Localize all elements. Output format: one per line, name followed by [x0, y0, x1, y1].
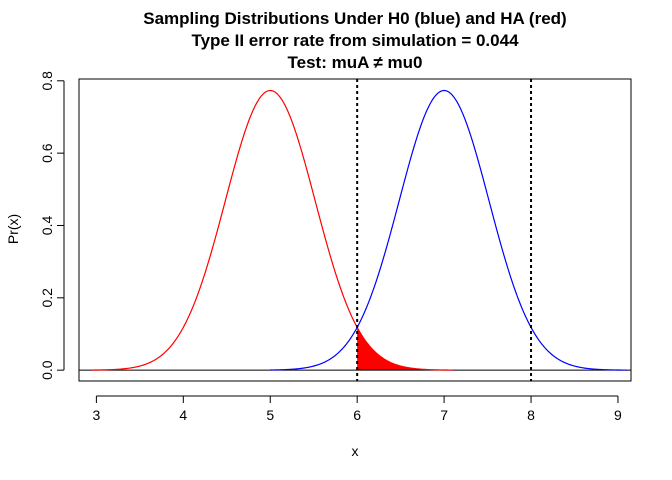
y-axis-label: Pr(x) — [5, 214, 21, 244]
ha-density-curve — [92, 89, 453, 371]
plot-frame — [78, 78, 632, 382]
y-tick-label: 0.0 — [39, 360, 55, 380]
y-tick-label: 0.4 — [39, 216, 55, 236]
x-tick-label: 8 — [527, 407, 535, 423]
x-tick-label: 3 — [92, 407, 100, 423]
title-line-2: Type II error rate from simulation = 0.0… — [191, 31, 519, 50]
y-tick-label: 0.8 — [39, 71, 55, 91]
shaded-region — [357, 327, 453, 371]
x-tick-label: 5 — [266, 407, 274, 423]
y-tick-label: 0.2 — [39, 288, 55, 308]
x-axis: 3 4 5 6 7 8 9 — [92, 395, 622, 423]
x-tick-label: 9 — [614, 407, 622, 423]
title-line-1: Sampling Distributions Under H0 (blue) a… — [143, 9, 566, 28]
x-tick-label: 4 — [179, 407, 187, 423]
x-tick-label: 6 — [353, 407, 361, 423]
y-tick-label: 0.6 — [39, 143, 55, 163]
plot-area — [79, 79, 631, 381]
x-tick-label: 7 — [440, 407, 448, 423]
chart-title: Sampling Distributions Under H0 (blue) a… — [143, 9, 566, 72]
y-axis: 0.0 0.2 0.4 0.6 0.8 — [39, 71, 65, 380]
x-axis-label: x — [352, 443, 359, 459]
title-line-3: Test: muA ≠ mu0 — [288, 53, 423, 72]
h0-density-curve — [270, 89, 627, 371]
